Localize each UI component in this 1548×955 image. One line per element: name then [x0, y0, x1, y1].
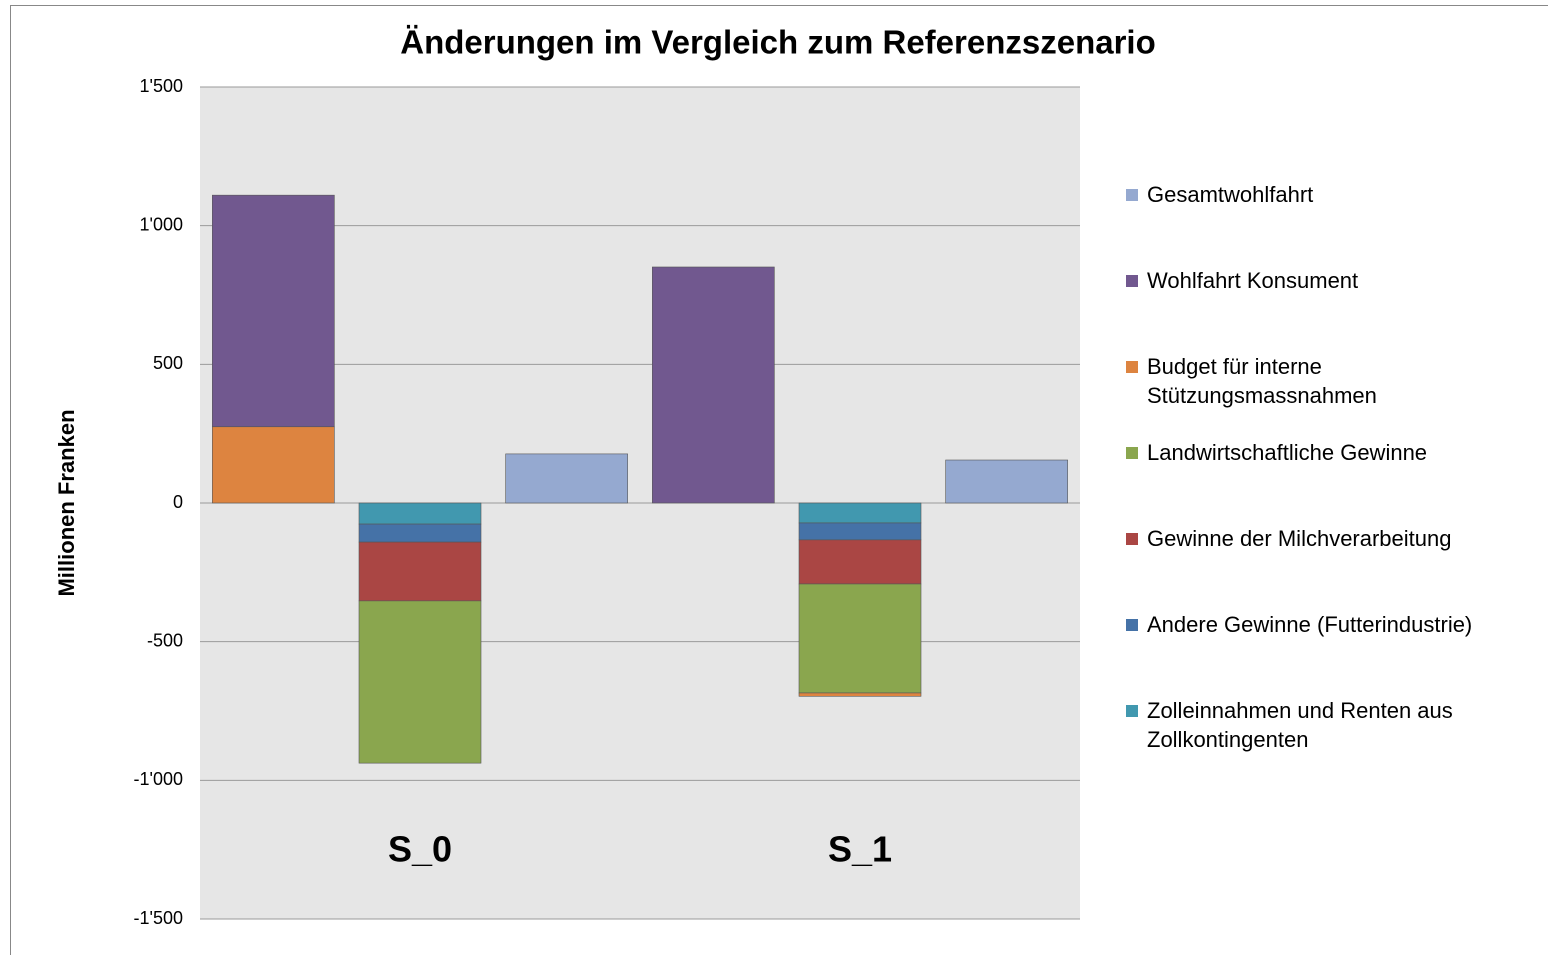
bar-segment	[652, 266, 775, 504]
y-tick-label: 1'000	[140, 214, 183, 234]
bar-segment	[798, 502, 922, 524]
legend-swatch	[1126, 533, 1138, 545]
chart-title: Änderungen im Vergleich zum Referenzszen…	[400, 24, 1156, 61]
y-tick-label: -500	[147, 630, 183, 650]
bar-segment	[358, 523, 482, 543]
legend-label: Wohlfahrt Konsument	[1147, 268, 1359, 293]
bar-segment	[212, 426, 335, 504]
bar-segment	[212, 194, 335, 428]
legend-label: Gewinne der Milchverarbeitung	[1147, 526, 1452, 551]
y-axis-title: Millionen Franken	[54, 409, 79, 596]
legend-swatch	[1126, 705, 1138, 717]
grid	[200, 86, 1080, 920]
bar-segment	[798, 539, 922, 585]
legend-label: Budget für interne Stützungsmassnahmen	[1147, 354, 1377, 408]
legend-swatch	[1126, 189, 1138, 201]
bar-segment	[358, 502, 482, 525]
category-label: S_1	[828, 829, 892, 870]
y-tick-label: -1'500	[134, 908, 183, 928]
bar-segment	[798, 522, 922, 541]
category-label: S_0	[388, 829, 452, 870]
y-tick-label: -1'000	[134, 769, 183, 789]
bar-segment	[505, 453, 628, 504]
bar-segment	[798, 583, 922, 694]
legend-label: Zolleinnahmen und Renten aus Zollkonting…	[1147, 698, 1453, 752]
y-tick-label: 1'500	[140, 76, 183, 96]
legend-swatch	[1126, 275, 1138, 287]
bar-segment	[358, 541, 482, 602]
y-tick-label: 500	[153, 353, 183, 373]
legend-label: Andere Gewinne (Futterindustrie)	[1147, 612, 1473, 637]
legend-label: Landwirtschaftliche Gewinne	[1147, 440, 1428, 465]
bar-segment	[945, 459, 1068, 504]
bar-segment	[358, 600, 482, 764]
y-tick-label: 0	[173, 492, 183, 512]
bar-segment	[798, 692, 922, 697]
legend-swatch	[1126, 447, 1138, 459]
legend-swatch	[1126, 361, 1138, 373]
legend-swatch	[1126, 619, 1138, 631]
legend-label: Gesamtwohlfahrt	[1147, 182, 1314, 207]
